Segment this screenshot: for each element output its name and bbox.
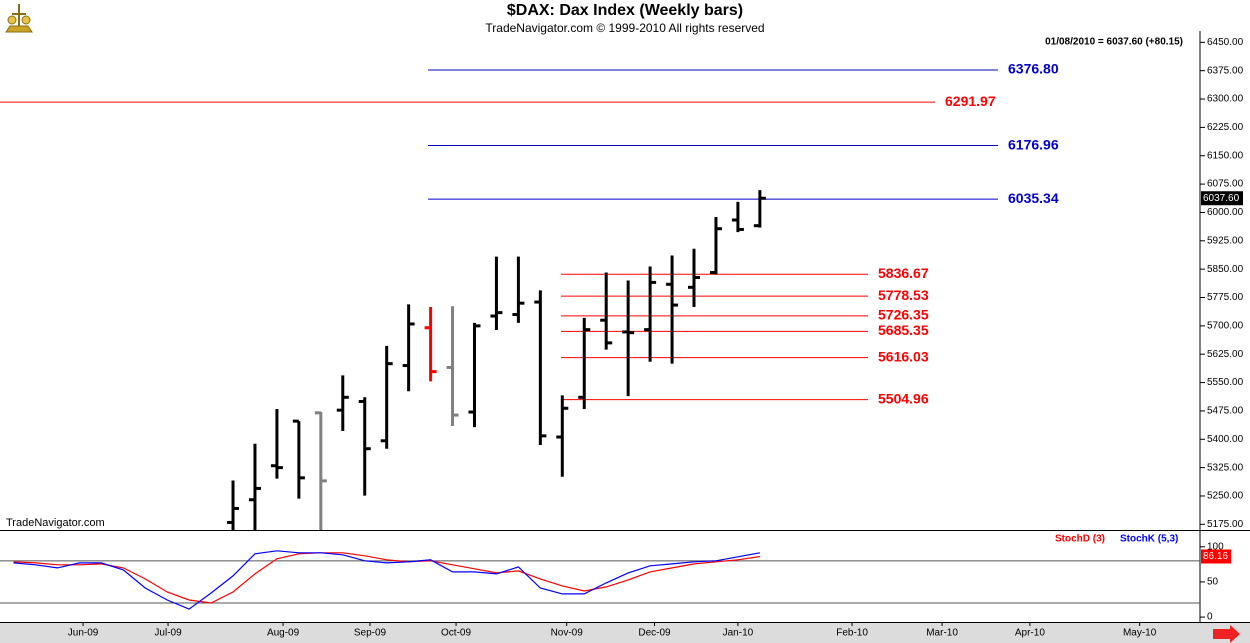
- x-tick-label: Jul-09: [154, 628, 182, 639]
- chart-subtitle: TradeNavigator.com © 1999-2010 All right…: [485, 21, 764, 35]
- x-tick-label: Feb-10: [836, 628, 868, 639]
- y-tick-label: 5625.00: [1207, 349, 1244, 360]
- price-flag-label: 6037.60: [1203, 193, 1240, 204]
- x-tick-label: Sep-09: [354, 628, 387, 639]
- x-tick-label: Mar-10: [926, 628, 958, 639]
- level-label: 6035.34: [1008, 190, 1059, 206]
- y-tick-label: 5700.00: [1207, 321, 1244, 332]
- level-label: 6291.97: [945, 93, 996, 109]
- x-tick-label: Jan-10: [723, 628, 754, 639]
- x-tick-label: Jun-09: [68, 628, 99, 639]
- y-tick-label: 6075.00: [1207, 179, 1244, 190]
- y-tick-label: 6000.00: [1207, 207, 1244, 218]
- legend-entry: StochK (5,3): [1120, 534, 1178, 545]
- y-tick-label: 5175.00: [1207, 519, 1244, 530]
- stoch-flag: [1201, 549, 1231, 564]
- level-label: 5504.96: [878, 390, 929, 406]
- legend-entry: StochD (3): [1055, 534, 1105, 545]
- stoch-line: [13, 550, 761, 610]
- y-tick-label: 5550.00: [1207, 377, 1244, 388]
- y-tick-label: 5400.00: [1207, 434, 1244, 445]
- level-label: 5726.35: [878, 307, 929, 323]
- level-label: 5778.53: [878, 287, 929, 303]
- x-tick-label: Dec-09: [638, 628, 671, 639]
- level-label: 5836.67: [878, 265, 929, 281]
- watermark: TradeNavigator.com: [6, 517, 105, 529]
- x-tick-label: Nov-09: [551, 628, 584, 639]
- chart-title: $DAX: Dax Index (Weekly bars): [507, 2, 743, 19]
- y-tick-label: 6300.00: [1207, 94, 1244, 105]
- stoch-flag-label: 86.16: [1203, 551, 1228, 562]
- y-tick-label: 6225.00: [1207, 122, 1244, 133]
- y-tick-label: 6150.00: [1207, 150, 1244, 161]
- x-axis-band: [0, 622, 1250, 643]
- x-tick-label: Apr-10: [1015, 628, 1045, 639]
- y-tick-label: 5850.00: [1207, 264, 1244, 275]
- x-tick-label: May-10: [1123, 628, 1157, 639]
- price-panel: [0, 69, 998, 530]
- y-tick-label: 6375.00: [1207, 65, 1244, 76]
- logo: [2, 2, 36, 36]
- y-tick-label: 5250.00: [1207, 491, 1244, 502]
- y-tick-label: 50: [1207, 577, 1219, 588]
- price-flag: [1201, 191, 1243, 206]
- level-label: 6176.96: [1008, 136, 1059, 152]
- level-label: 5616.03: [878, 348, 929, 364]
- scroll-arrow[interactable]: [1213, 625, 1240, 643]
- y-tick-label: 6450.00: [1207, 37, 1244, 48]
- status-text: 01/08/2010 = 6037.60 (+80.15): [1045, 37, 1183, 48]
- x-tick-label: Oct-09: [441, 628, 471, 639]
- y-tick-label: 5925.00: [1207, 235, 1244, 246]
- y-tick-label: 100: [1207, 541, 1224, 552]
- y-tick-label: 5325.00: [1207, 462, 1244, 473]
- level-label: 5685.35: [878, 322, 929, 338]
- stoch-line: [13, 552, 760, 604]
- y-tick-label: 0: [1207, 612, 1213, 623]
- y-tick-label: 5775.00: [1207, 292, 1244, 303]
- x-tick-label: Aug-09: [267, 628, 300, 639]
- level-label: 6376.80: [1008, 61, 1059, 77]
- y-tick-label: 5475.00: [1207, 406, 1244, 417]
